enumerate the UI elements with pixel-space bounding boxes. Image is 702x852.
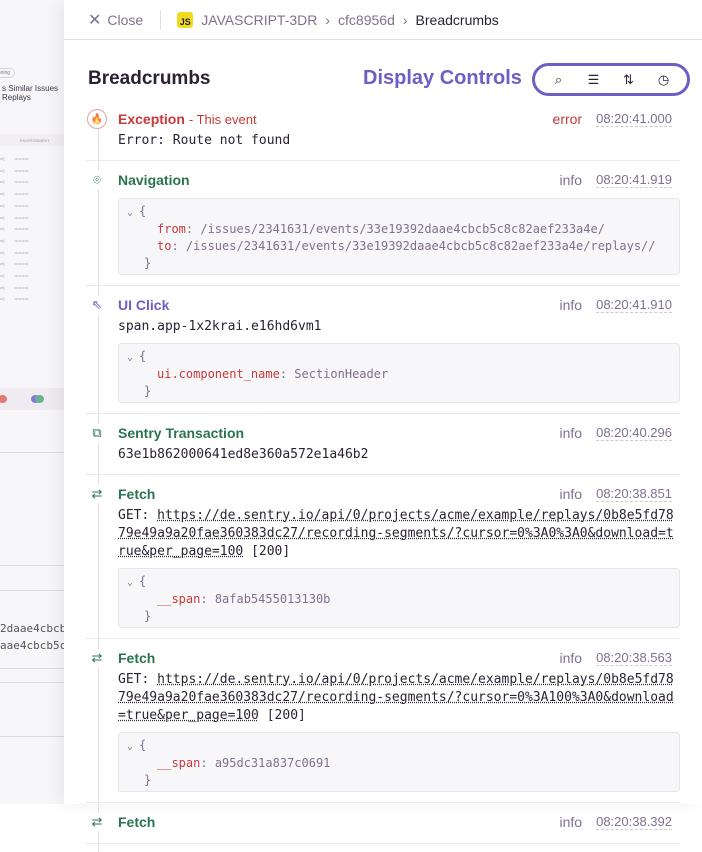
drawer-header: ✕ Close JS JAVASCRIPT-3DR › cfc8956d › Br… xyxy=(64,0,702,40)
background-table-row: lue]•••••••••• xyxy=(0,179,29,185)
background-timeline xyxy=(0,388,64,410)
fire-icon: 🔥 xyxy=(87,109,107,129)
background-table-row: lue]•••••••••• xyxy=(0,214,29,220)
timestamp[interactable]: 08:20:41.000 xyxy=(596,110,672,127)
display-controls-label: Display Controls xyxy=(363,67,522,89)
breadcrumb-data: ⌄{from: /issues/2341631/events/33e19392d… xyxy=(118,198,680,275)
breadcrumb-data: ⌄{__span: a95dc31a837c0691} xyxy=(118,732,680,792)
level-label: info xyxy=(559,297,583,313)
background-table-row: lue]•••••••••• xyxy=(0,249,29,255)
background-table-row: lue]•••••••••• xyxy=(0,296,29,302)
background-table-row: lue]•••••••••• xyxy=(0,167,29,173)
sort-icon[interactable]: ⇅ xyxy=(623,71,634,87)
background-table-row: lue]•••••••••• xyxy=(0,226,29,232)
request-url-link[interactable]: https://de.sentry.io/api/0/projects/acme… xyxy=(118,672,674,723)
breadcrumb-item: ⇖ UI Click info 08:20:41.910 span.app-1x2kr… xyxy=(86,294,680,414)
breadcrumb-message: Error: Route not found xyxy=(118,133,291,148)
location-pin-icon: ⌾ xyxy=(88,171,106,189)
chevron-right-icon: › xyxy=(402,11,408,28)
data-entry: __span: 8afab5455013130b xyxy=(157,592,331,606)
filter-icon[interactable]: ☰ xyxy=(587,71,600,87)
data-entry: __span: a95dc31a837c0691 xyxy=(157,756,331,770)
breadcrumb-type: Sentry Transaction xyxy=(118,425,245,441)
status-code: [200] xyxy=(251,544,291,559)
data-entry: to: /issues/2341631/events/33e19392daae4… xyxy=(157,239,656,253)
breadcrumb-data: ⌄{__span: 8afab5455013130b} xyxy=(118,568,680,628)
close-icon: ✕ xyxy=(88,11,102,29)
background-table-row: lue]•••••••••• xyxy=(0,261,29,267)
chevron-down-icon[interactable]: ⌄ xyxy=(127,352,134,363)
event-dot xyxy=(35,395,44,403)
swap-arrows-icon: ⇄ xyxy=(88,813,106,831)
breadcrumb-type: Fetch xyxy=(118,650,156,666)
breadcrumb-list: 🔥 Exception - This event error 08:20:41.000… xyxy=(86,108,680,852)
status-pill: ngoing xyxy=(0,68,16,78)
breadcrumb-current: Breadcrumbs xyxy=(415,11,499,28)
swap-arrows-icon: ⇄ xyxy=(88,485,106,503)
timestamp[interactable]: 08:20:38.851 xyxy=(596,485,672,502)
divider xyxy=(160,9,162,30)
breadcrumb-item: ⇄ Fetch info 08:20:38.851 GET: https://de.s… xyxy=(86,483,680,639)
level-label: error xyxy=(552,111,583,127)
timestamp[interactable]: 08:20:40.296 xyxy=(596,424,672,441)
status-code: [200] xyxy=(266,708,306,723)
breadcrumbs-drawer: ✕ Close JS JAVASCRIPT-3DR › cfc8956d › Br… xyxy=(64,0,702,852)
swap-arrows-icon: ⇄ xyxy=(88,649,106,667)
breadcrumb-type: Fetch xyxy=(118,486,156,502)
transaction-icon: ⧉ xyxy=(88,424,106,442)
data-entry: from: /issues/2341631/events/33e19392daa… xyxy=(157,222,605,236)
background-table-row: lue]•••••••••• xyxy=(0,284,29,290)
breadcrumb-type: UI Click xyxy=(118,297,170,313)
cursor-icon: ⇖ xyxy=(88,296,106,314)
breadcrumb-item: 🔥 Exception - This event error 08:20:41.000… xyxy=(86,108,680,161)
this-event-label: - This event xyxy=(188,111,257,127)
timestamp[interactable]: 08:20:38.563 xyxy=(596,649,672,666)
chevron-down-icon[interactable]: ⌄ xyxy=(127,741,134,752)
background-tabs: s Similar Issues Replays xyxy=(2,84,59,102)
request-url-link[interactable]: https://de.sentry.io/api/0/projects/acme… xyxy=(118,508,674,559)
background-table-row: lue]•••••••••• xyxy=(0,191,29,197)
close-button[interactable]: ✕ Close xyxy=(88,11,144,29)
level-label: info xyxy=(559,425,583,441)
chevron-down-icon[interactable]: ⌄ xyxy=(127,577,134,588)
breadcrumb-item: ⌾ Navigation info 08:20:41.919 ⌄{from: /iss… xyxy=(86,169,680,286)
breadcrumb-item: ⇄ Fetch info 08:20:38.563 GET: https://de.s… xyxy=(86,647,680,803)
background-table-row: lue]•••••••••• xyxy=(0,156,29,161)
breadcrumb-issue[interactable]: JAVASCRIPT-3DR xyxy=(201,11,318,28)
chevron-down-icon[interactable]: ⌄ xyxy=(127,207,134,218)
breadcrumb-message: GET: https://de.sentry.io/api/0/projects… xyxy=(118,508,674,559)
search-icon[interactable]: ⌕ xyxy=(554,71,563,87)
background-table-row: lue]•••••••••• xyxy=(0,273,29,278)
page-title: Breadcrumbs xyxy=(88,68,211,89)
background-page: ngoing s Similar Issues Replays ENVIRONM… xyxy=(0,0,64,804)
level-label: info xyxy=(559,814,583,830)
timestamp[interactable]: 08:20:41.910 xyxy=(596,296,672,313)
background-table-row: lue]•••••••••• xyxy=(0,237,29,243)
background-table-row: lue]•••••••••• xyxy=(0,202,29,208)
breadcrumb-event[interactable]: cfc8956d xyxy=(338,11,395,28)
timestamp[interactable]: 08:20:41.919 xyxy=(596,171,672,188)
breadcrumb-item: ⇄ Fetch info 08:20:38.392 xyxy=(86,811,680,844)
background-table-header: ENVIRONMENT xyxy=(0,134,64,146)
data-entry: ui.component_name: SectionHeader xyxy=(157,367,389,381)
timestamp[interactable]: 08:20:38.392 xyxy=(596,813,672,830)
breadcrumb-message: 63e1b862000641ed8e360a572e1a46b2 xyxy=(118,447,369,462)
event-dot xyxy=(0,395,7,403)
display-controls: ⌕ ☰ ⇅ ◷ xyxy=(532,63,690,96)
breadcrumb-type: Exception xyxy=(118,111,185,127)
level-label: info xyxy=(559,486,583,502)
breadcrumb-type: Navigation xyxy=(118,172,190,188)
breadcrumb-item: ⧉ Sentry Transaction info 08:20:40.296 63e1… xyxy=(86,422,680,475)
breadcrumb-message: span.app-1x2krai.e16hd6vm1 xyxy=(118,319,322,334)
breadcrumb-type: Fetch xyxy=(118,814,156,830)
clock-icon[interactable]: ◷ xyxy=(657,71,670,87)
level-label: info xyxy=(559,172,583,188)
chevron-right-icon: › xyxy=(325,11,331,28)
level-label: info xyxy=(559,650,583,666)
breadcrumb-data: ⌄{ui.component_name: SectionHeader} xyxy=(118,343,680,403)
breadcrumb-message: GET: https://de.sentry.io/api/0/projects… xyxy=(118,672,674,723)
javascript-icon: JS xyxy=(177,11,194,28)
background-text: 2daae4cbcb aae4cbcb5c xyxy=(0,622,64,652)
